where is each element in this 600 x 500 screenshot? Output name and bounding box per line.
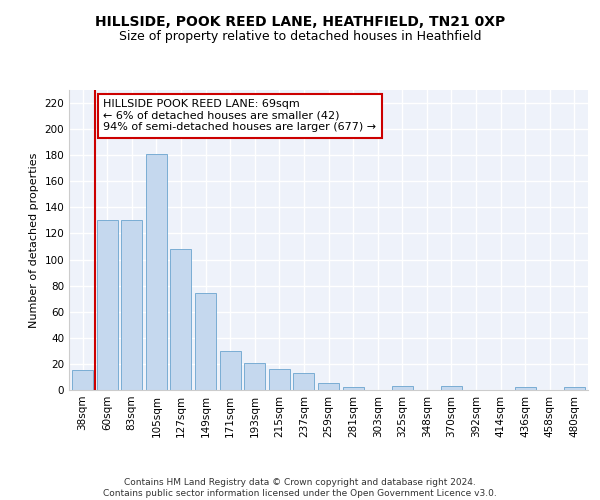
Bar xyxy=(343,388,364,390)
Text: Size of property relative to detached houses in Heathfield: Size of property relative to detached ho… xyxy=(119,30,481,43)
Bar xyxy=(269,369,290,390)
Bar xyxy=(441,386,462,390)
Bar xyxy=(195,294,216,390)
Bar xyxy=(121,220,142,390)
Bar xyxy=(564,388,585,390)
Bar xyxy=(318,384,339,390)
Bar xyxy=(515,388,536,390)
Text: HILLSIDE, POOK REED LANE, HEATHFIELD, TN21 0XP: HILLSIDE, POOK REED LANE, HEATHFIELD, TN… xyxy=(95,15,505,29)
Bar xyxy=(220,351,241,390)
Bar xyxy=(97,220,118,390)
Y-axis label: Number of detached properties: Number of detached properties xyxy=(29,152,39,328)
Bar xyxy=(392,386,413,390)
Text: HILLSIDE POOK REED LANE: 69sqm
← 6% of detached houses are smaller (42)
94% of s: HILLSIDE POOK REED LANE: 69sqm ← 6% of d… xyxy=(103,99,377,132)
Bar xyxy=(244,362,265,390)
Text: Contains HM Land Registry data © Crown copyright and database right 2024.
Contai: Contains HM Land Registry data © Crown c… xyxy=(103,478,497,498)
Bar xyxy=(293,373,314,390)
Bar xyxy=(72,370,93,390)
Bar xyxy=(170,249,191,390)
Bar xyxy=(146,154,167,390)
